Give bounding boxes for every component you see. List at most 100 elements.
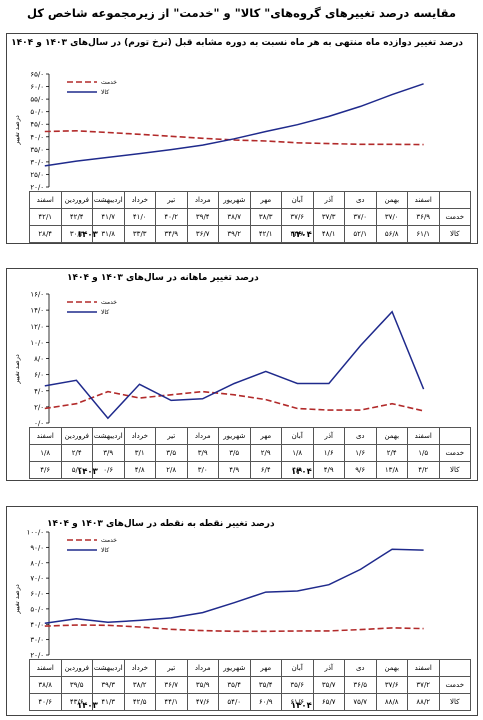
value-cell: ۴/۲	[407, 461, 440, 479]
series-line-khedmat	[44, 624, 424, 633]
value-cell: ۳۵/۴	[218, 676, 251, 694]
year-label-1404: ۱۴۰۴	[291, 230, 312, 240]
y-tick-label: ۷۰/۰	[30, 575, 44, 583]
month-header-cell: شهریور	[218, 191, 251, 209]
y-tick-label: ۵۰/۰	[30, 605, 44, 613]
value-cell: ۴۷/۶	[186, 693, 219, 711]
value-cell: ۳۰/۳	[60, 225, 93, 243]
value-cell: ۳۹/۵	[60, 676, 93, 694]
y-tick-label: ۱۰/۰	[30, 339, 44, 347]
value-cell: ۴۴/۸	[281, 225, 314, 243]
value-cell: ۳/۹	[92, 444, 125, 462]
y-tick-label: ۲۵/۰	[30, 171, 44, 179]
row-label-cell: کالا	[438, 461, 471, 479]
value-cell: ۱/۶	[344, 444, 377, 462]
table-corner-cell	[438, 427, 471, 445]
table-row-kala: کالا ۸۸/۲ ۸۸/۸ ۷۵/۷ ۶۵/۷ ۶۱/۶ ۶۰/۹ ۵۴/۰ ۴۷/۶ ۴۴/۱…	[29, 693, 471, 711]
month-header-cell: آبان	[281, 191, 314, 209]
month-header-cell: اردیبهشت	[92, 191, 125, 209]
value-cell: ۴/۹	[281, 461, 314, 479]
value-cell: ۴۲/۱	[29, 208, 62, 226]
line-chart-monthly: ۰/۰ ۲/۰ ۴/۰ ۶/۰ ۸/۰ ۱۰/۰ ۱۲/۰ ۱۴/۰ ۱۶/۰ درصد تغیی…	[13, 291, 425, 428]
year-label-1403: ۱۴۰۳	[77, 230, 98, 240]
value-cell: ۳۹/۳	[92, 676, 125, 694]
value-cell: ۶۵/۷	[312, 693, 345, 711]
value-cell: ۴۱/۷	[92, 208, 125, 226]
value-cell: ۴۲/۱	[249, 225, 282, 243]
y-tick-label: ۶۵/۰	[30, 71, 44, 79]
value-cell: ۳۵/۷	[312, 676, 345, 694]
row-label-cell: خدمت	[438, 676, 471, 694]
month-header-cell: اسفند	[407, 191, 440, 209]
month-header-cell: دی	[344, 191, 377, 209]
value-cell: ۳/۹	[186, 444, 219, 462]
month-header-cell: مرداد	[186, 659, 219, 677]
value-cell: ۳۸/۲	[123, 676, 156, 694]
chart-panel-inflation: درصد تغییر دوازده ماه منتهی به هر ماه نس…	[6, 33, 478, 244]
value-cell: ۶۰/۹	[249, 693, 282, 711]
month-header-cell: فروردین	[60, 659, 93, 677]
value-cell: ۳۷/۰	[375, 208, 408, 226]
value-cell: ۳۶/۹	[407, 208, 440, 226]
line-chart-inflation: ۲۰/۰ ۲۵/۰ ۳۰/۰ ۳۵/۰ ۴۰/۰ ۴۵/۰ ۵۰/۰ ۵۵/۰ ۶۰/۰ ۶۵/۰…	[13, 71, 424, 192]
legend-label: کالا	[101, 309, 109, 316]
table-row-khedmat: خدمت ۳۶/۹ ۳۷/۰ ۳۷/۰ ۳۷/۳ ۳۷/۶ ۳۸/۳ ۳۸/۷ ۳۹/۴ ۴۰/۲…	[29, 208, 471, 226]
value-cell: ۴/۹	[312, 461, 345, 479]
chart-title: درصد تغییر نقطه به نقطه در سال‌های ۱۴۰۳ …	[47, 519, 275, 529]
y-tick-label: ۱۲/۰	[30, 323, 44, 331]
value-cell: ۴۳/۶	[60, 693, 93, 711]
value-cell: ۳۵/۹	[186, 676, 219, 694]
month-header-cell: تیر	[155, 659, 188, 677]
y-tick-label: ۲۰/۰	[30, 652, 44, 660]
table-header-row: اسفند بهمن دی آذر آبان مهر شهریور مرداد تیر خرداد…	[29, 191, 471, 209]
month-header-cell: آذر	[312, 191, 345, 209]
value-cell: ۳۹/۴	[186, 208, 219, 226]
value-cell: ۳۸/۳	[249, 208, 282, 226]
value-cell: ۴۱/۳	[92, 693, 125, 711]
month-header-cell: فروردین	[60, 427, 93, 445]
month-header-cell: اسفند	[29, 191, 62, 209]
y-axis-title: درصد تغییر	[13, 115, 21, 146]
value-cell: ۲/۹	[249, 444, 282, 462]
month-header-cell: آذر	[312, 427, 345, 445]
y-tick-label: ۲۰/۰	[30, 184, 44, 192]
month-header-cell: شهریور	[218, 659, 251, 677]
month-header-cell: آذر	[312, 659, 345, 677]
value-cell: ۷۵/۷	[344, 693, 377, 711]
y-tick-label: ۴۵/۰	[30, 121, 44, 129]
month-header-cell: اسفند	[407, 659, 440, 677]
value-cell: ۴۲/۵	[123, 693, 156, 711]
value-cell: ۴۲/۴	[60, 208, 93, 226]
y-axis-title: درصد تغییر	[13, 354, 21, 385]
y-tick-label: ۵۰/۰	[30, 108, 44, 116]
value-cell: ۳۶/۷	[155, 676, 188, 694]
value-cell: ۳۷/۲	[407, 676, 440, 694]
y-tick-label: ۱۴/۰	[30, 307, 44, 315]
value-cell: ۱/۶	[312, 444, 345, 462]
value-cell: ۳۵/۴	[249, 676, 282, 694]
value-cell: ۶/۴	[249, 461, 282, 479]
value-cell: ۲۸/۴	[29, 225, 62, 243]
value-cell: ۱۳/۸	[375, 461, 408, 479]
row-label-cell: کالا	[438, 225, 471, 243]
y-tick-label: ۸/۰	[34, 355, 44, 363]
value-cell: ۱/۸	[281, 444, 314, 462]
data-table-point-to-point: اسفند بهمن دی آذر آبان مهر شهریور مرداد تیر خرداد…	[29, 659, 471, 711]
y-tick-label: ۶/۰	[34, 371, 44, 379]
table-corner-cell	[438, 191, 471, 209]
year-label-1403: ۱۴۰۳	[77, 467, 98, 477]
y-tick-label: ۲/۰	[34, 403, 44, 411]
row-label-cell: خدمت	[438, 444, 471, 462]
y-axis-title: درصد تغییر	[13, 584, 21, 615]
value-cell: ۳۴/۹	[155, 225, 188, 243]
chart-title: درصد تغییر ماهانه در سال‌های ۱۴۰۳ و ۱۴۰۴	[67, 273, 259, 283]
chart-panel-monthly: درصد تغییر ماهانه در سال‌های ۱۴۰۳ و ۱۴۰۴…	[6, 268, 478, 481]
y-tick-label: ۴۰/۰	[30, 133, 44, 141]
month-header-cell: فروردین	[60, 191, 93, 209]
y-tick-label: ۰/۰	[34, 420, 44, 428]
month-header-cell: تیر	[155, 427, 188, 445]
table-row-khedmat: خدمت ۳۷/۲ ۳۷/۶ ۳۶/۵ ۳۵/۷ ۳۵/۶ ۳۵/۴ ۳۵/۴ ۳۵/۹ ۳۶/۷…	[29, 676, 471, 694]
row-label-cell: خدمت	[438, 208, 471, 226]
value-cell: ۴۴/۱	[155, 693, 188, 711]
month-header-cell: مهر	[249, 427, 282, 445]
